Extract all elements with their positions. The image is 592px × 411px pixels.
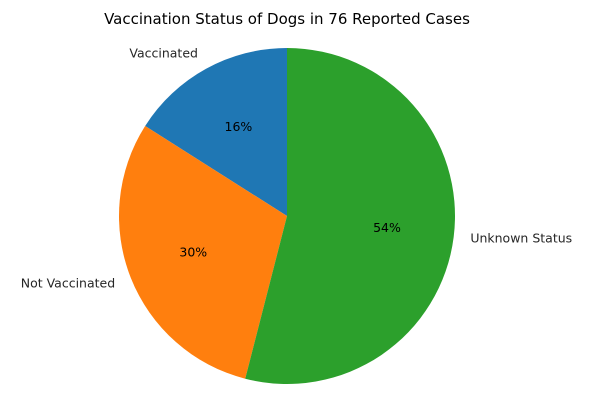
slice-value-label-not-vaccinated: 30% (179, 245, 207, 260)
slice-value-label-vaccinated: 16% (225, 119, 253, 134)
slice-label-not-vaccinated: Not Vaccinated (21, 276, 115, 291)
pie-slice-vaccinated (145, 48, 287, 216)
chart-title: Vaccination Status of Dogs in 76 Reporte… (104, 10, 470, 28)
pie-slices (118, 48, 455, 385)
slice-label-unknown-status: Unknown Status (470, 231, 572, 246)
pie-slice-unknown-status (245, 48, 455, 385)
slice-label-vaccinated: Vaccinated (129, 46, 198, 61)
slice-value-label-unknown-status: 54% (373, 220, 401, 235)
pie-labels: Vaccinated 16% Not Vaccinated 30% Unknown St… (21, 46, 572, 291)
pie-slice-not-vaccinated (118, 125, 287, 379)
